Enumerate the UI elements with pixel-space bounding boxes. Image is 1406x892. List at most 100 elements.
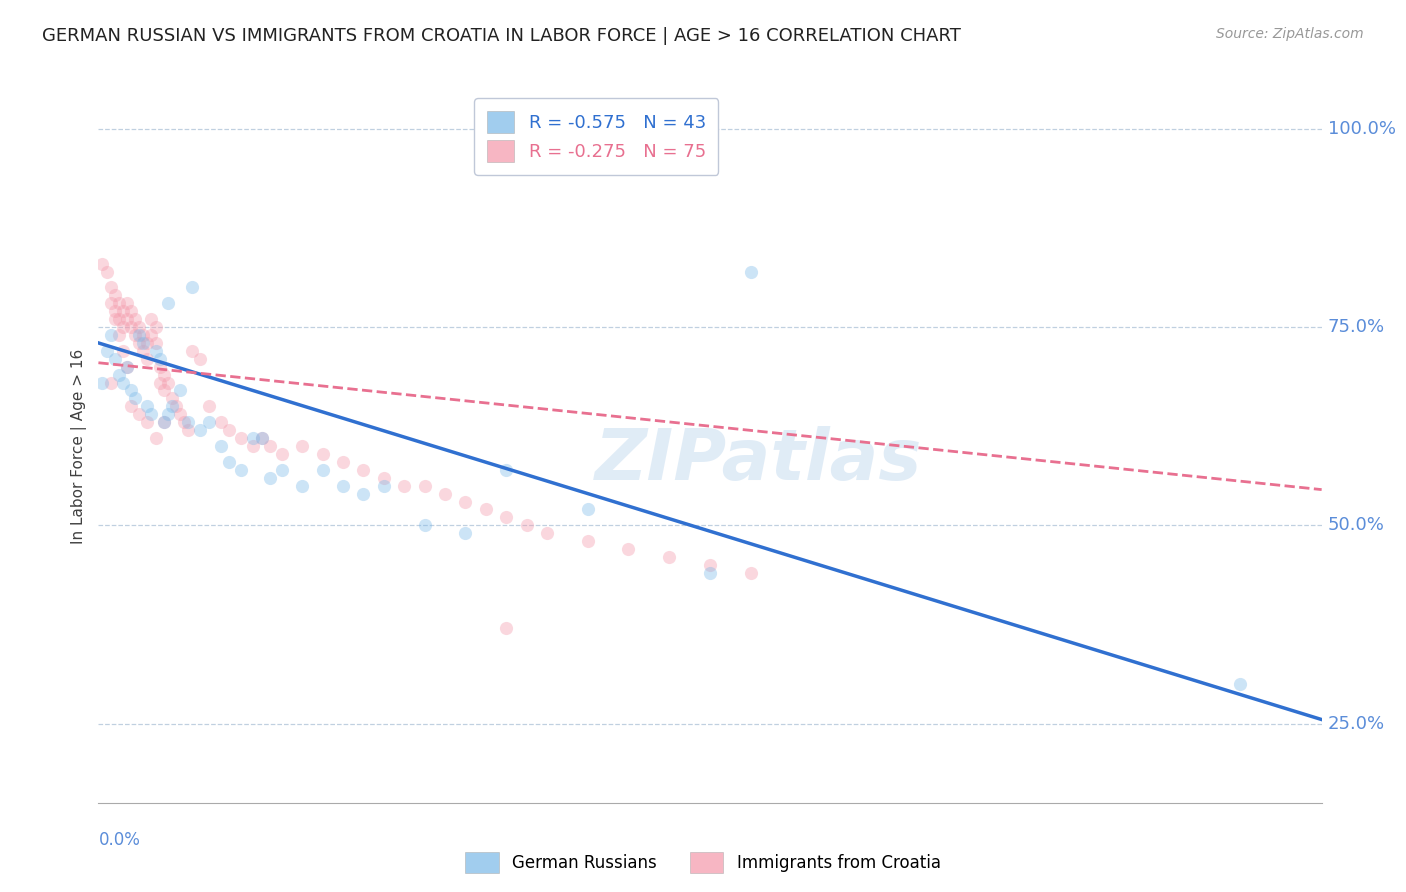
Point (352, 486, 374, 500)
Point (332, 478, 354, 492)
Point (145, 320, 167, 334)
Text: ZIPatlas: ZIPatlas (595, 425, 922, 495)
Point (152, 415, 174, 429)
Text: 50.0%: 50.0% (1327, 516, 1385, 534)
Point (111, 376, 134, 390)
Point (152, 368, 174, 382)
Point (100, 328, 122, 343)
Point (124, 392, 146, 406)
Point (291, 478, 314, 492)
Point (181, 343, 204, 358)
Point (177, 415, 200, 429)
Point (312, 447, 335, 461)
Point (156, 407, 179, 421)
Point (141, 407, 163, 421)
Point (218, 455, 240, 469)
Point (96, 264, 118, 278)
Point (740, 566, 762, 580)
Point (100, 280, 122, 294)
Point (145, 335, 167, 350)
Point (128, 335, 150, 350)
Legend: R = -0.575   N = 43, R = -0.275   N = 75: R = -0.575 N = 43, R = -0.275 N = 75 (474, 98, 718, 175)
Point (160, 400, 183, 414)
Point (576, 502, 599, 516)
Point (699, 558, 721, 572)
Point (495, 463, 517, 477)
Point (136, 351, 159, 366)
Point (104, 351, 127, 366)
Point (495, 621, 517, 635)
Point (188, 351, 212, 366)
Point (156, 376, 179, 390)
Point (145, 343, 167, 358)
Point (128, 407, 150, 421)
Point (474, 502, 498, 516)
Point (141, 312, 163, 326)
Point (181, 280, 204, 294)
Point (96, 343, 118, 358)
Point (495, 510, 517, 524)
Point (209, 415, 232, 429)
Point (124, 312, 146, 326)
Point (132, 335, 155, 350)
Point (108, 368, 131, 382)
Point (250, 431, 273, 445)
Point (111, 320, 134, 334)
Point (352, 463, 374, 477)
Point (149, 359, 172, 374)
Point (658, 549, 681, 564)
Point (392, 478, 416, 492)
Point (291, 439, 314, 453)
Point (120, 384, 142, 398)
Point (115, 296, 138, 310)
Text: 25.0%: 25.0% (1327, 714, 1385, 732)
Point (120, 400, 142, 414)
Point (259, 439, 281, 453)
Point (136, 415, 159, 429)
Point (576, 534, 599, 549)
Point (108, 328, 131, 343)
Point (209, 439, 232, 453)
Point (111, 343, 134, 358)
Point (128, 328, 150, 343)
Point (231, 463, 253, 477)
Point (111, 304, 134, 318)
Point (128, 320, 150, 334)
Point (250, 431, 273, 445)
Point (145, 431, 167, 445)
Text: 0.0%: 0.0% (98, 831, 141, 849)
Point (413, 518, 436, 533)
Point (152, 415, 174, 429)
Point (242, 431, 264, 445)
Point (115, 359, 138, 374)
Point (218, 423, 240, 437)
Point (1229, 677, 1251, 691)
Point (188, 423, 212, 437)
Point (373, 478, 395, 492)
Point (91, 376, 114, 390)
Point (104, 304, 127, 318)
Point (115, 359, 138, 374)
Point (165, 400, 187, 414)
Point (740, 264, 762, 278)
Point (120, 320, 142, 334)
Point (516, 518, 538, 533)
Point (141, 328, 163, 343)
Point (136, 400, 159, 414)
Point (454, 526, 477, 541)
Point (115, 312, 138, 326)
Point (124, 328, 146, 343)
Point (100, 296, 122, 310)
Text: Source: ZipAtlas.com: Source: ZipAtlas.com (1216, 27, 1364, 41)
Point (173, 415, 195, 429)
Y-axis label: In Labor Force | Age > 16: In Labor Force | Age > 16 (72, 349, 87, 543)
Point (136, 335, 159, 350)
Point (104, 288, 127, 302)
Point (149, 376, 172, 390)
Point (100, 376, 122, 390)
Point (108, 296, 131, 310)
Point (332, 455, 354, 469)
Point (108, 312, 131, 326)
Point (91, 257, 114, 271)
Point (160, 392, 183, 406)
